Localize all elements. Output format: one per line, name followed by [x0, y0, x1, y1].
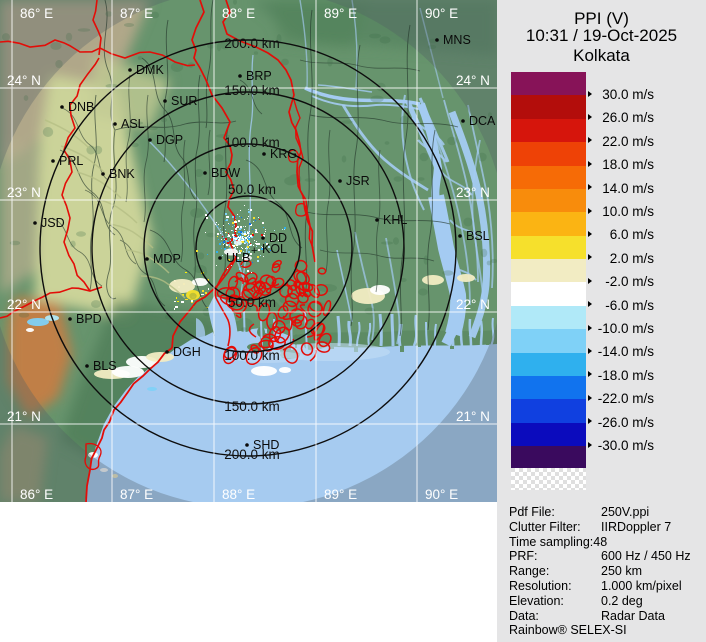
svg-text:100.0 km: 100.0 km: [224, 348, 280, 363]
svg-text:90° E: 90° E: [425, 487, 458, 502]
svg-text:KHL: KHL: [383, 213, 407, 227]
svg-text:DGP: DGP: [156, 133, 183, 147]
svg-text:88° E: 88° E: [222, 487, 255, 502]
svg-text:21° N: 21° N: [7, 409, 41, 424]
svg-text:50.0 km: 50.0 km: [228, 295, 276, 310]
svg-text:MNS: MNS: [443, 33, 471, 47]
svg-text:DD: DD: [269, 231, 287, 245]
svg-text:24° N: 24° N: [456, 73, 490, 88]
svg-text:DGH: DGH: [173, 345, 201, 359]
svg-text:JSR: JSR: [346, 174, 370, 188]
svg-text:86° E: 86° E: [20, 6, 53, 21]
svg-text:90° E: 90° E: [425, 6, 458, 21]
svg-text:50.0 km: 50.0 km: [228, 182, 276, 197]
svg-text:ULB: ULB: [226, 251, 250, 265]
svg-text:86° E: 86° E: [20, 487, 53, 502]
svg-text:SHD: SHD: [253, 438, 279, 452]
svg-text:24° N: 24° N: [7, 73, 41, 88]
svg-text:200.0 km: 200.0 km: [224, 447, 280, 462]
svg-text:22° N: 22° N: [7, 297, 41, 312]
svg-text:BPD: BPD: [76, 312, 102, 326]
svg-text:BNK: BNK: [109, 167, 135, 181]
svg-text:21° N: 21° N: [456, 409, 490, 424]
svg-text:23° N: 23° N: [7, 185, 41, 200]
svg-text:DCA: DCA: [469, 114, 496, 128]
svg-text:22° N: 22° N: [456, 297, 490, 312]
svg-text:23° N: 23° N: [456, 185, 490, 200]
svg-text:SUR: SUR: [171, 94, 197, 108]
svg-text:89° E: 89° E: [324, 487, 357, 502]
svg-text:150.0 km: 150.0 km: [224, 399, 280, 414]
svg-text:150.0 km: 150.0 km: [224, 83, 280, 98]
svg-text:200.0 km: 200.0 km: [224, 36, 280, 51]
svg-text:MDP: MDP: [153, 252, 181, 266]
svg-text:BRP: BRP: [246, 69, 272, 83]
svg-text:JSD: JSD: [41, 216, 65, 230]
svg-text:+: +: [251, 245, 257, 257]
svg-text:87° E: 87° E: [120, 6, 153, 21]
svg-text:KOL: KOL: [262, 242, 287, 256]
svg-text:ASL: ASL: [121, 117, 145, 131]
svg-text:DNB: DNB: [68, 100, 94, 114]
svg-text:87° E: 87° E: [120, 487, 153, 502]
svg-text:BDW: BDW: [211, 166, 240, 180]
svg-text:89° E: 89° E: [324, 6, 357, 21]
svg-text:KRG: KRG: [270, 147, 297, 161]
svg-text:BSL: BSL: [466, 229, 490, 243]
svg-text:100.0 km: 100.0 km: [224, 135, 280, 150]
svg-text:BLS: BLS: [93, 359, 117, 373]
svg-text:88° E: 88° E: [222, 6, 255, 21]
svg-text:DMK: DMK: [136, 63, 164, 77]
svg-text:PRL: PRL: [59, 154, 83, 168]
